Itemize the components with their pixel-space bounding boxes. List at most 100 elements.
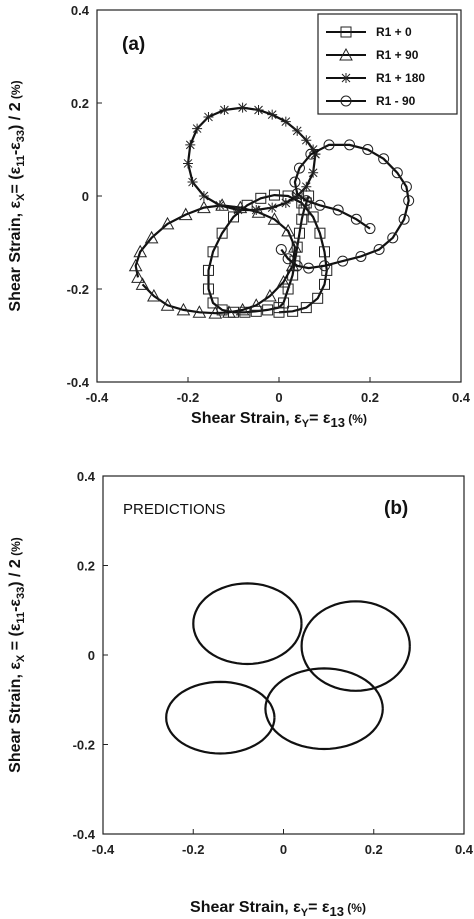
series-2-point <box>192 305 207 318</box>
series-line-2 <box>134 204 297 315</box>
series-2-point <box>197 200 211 214</box>
x-tick-label: 0.4 <box>452 390 471 405</box>
series-3-point <box>267 202 278 213</box>
series-3-point <box>251 204 262 215</box>
series-1-point <box>293 227 305 239</box>
series-line-4 <box>280 143 410 270</box>
series-2-point <box>160 298 175 311</box>
series-4-point <box>373 243 385 255</box>
prediction-loop-1 <box>192 582 303 666</box>
x-tick-label: 0.2 <box>361 390 379 405</box>
series-3-point <box>187 177 198 188</box>
series-3-point <box>203 111 214 122</box>
series-4-point <box>303 262 315 274</box>
series-1-point <box>296 213 308 225</box>
series-3-point <box>280 116 291 127</box>
series-1-point <box>278 297 290 309</box>
series-2-point <box>133 244 148 258</box>
series-2-point <box>222 305 236 318</box>
x-tick-label: -0.2 <box>177 390 199 405</box>
series-3-point <box>267 109 278 120</box>
series-3-point <box>198 191 209 201</box>
series-2-point <box>128 258 143 272</box>
legend-marker <box>340 26 352 38</box>
series-1-point <box>255 192 267 204</box>
series-3-point <box>183 158 193 169</box>
series-3-point <box>301 135 312 146</box>
series-3-point <box>301 181 312 192</box>
series-3-point <box>192 123 203 134</box>
series-4-point <box>275 243 287 255</box>
series-4-point <box>403 195 415 207</box>
legend-marker <box>339 47 353 61</box>
series-3-point <box>237 102 248 113</box>
y-tick-label: 0 <box>88 648 95 663</box>
series-2-point <box>251 205 266 218</box>
series-4-point <box>282 253 294 265</box>
x-tick-label: -0.2 <box>182 842 204 857</box>
y-tick-label: -0.2 <box>67 282 89 297</box>
series-4-point <box>332 204 344 216</box>
series-2-point <box>288 240 302 253</box>
legend-marker <box>340 95 352 107</box>
series-4-point <box>293 162 305 174</box>
y-axis-label-a: Shear Strain, εX= (ε11-ε33) / 2 (%) <box>7 80 27 311</box>
series-1-point <box>207 297 219 309</box>
series-1-point <box>319 278 330 290</box>
series-1-point <box>307 211 319 223</box>
series-2-point <box>281 223 295 237</box>
y-axis-label-b: Shear Strain, εX = (ε11-ε33) / 2 (%) <box>7 537 27 773</box>
series-1-point <box>268 189 280 201</box>
legend-entry: R1 + 180 <box>376 71 425 85</box>
series-3-point <box>292 191 303 201</box>
x-tick-label: 0 <box>275 390 282 405</box>
y-tick-label: 0 <box>82 189 89 204</box>
y-tick-label: 0.2 <box>77 559 95 574</box>
series-1-point <box>312 292 324 304</box>
series-2-point <box>208 306 223 319</box>
series-1-point <box>216 227 228 239</box>
series-1-point <box>314 227 326 239</box>
series-2-point <box>160 216 175 230</box>
series-3-point <box>185 139 196 150</box>
series-4-point <box>289 176 301 188</box>
x-axis-label-b: Shear Strain, εY= ε13 (%) <box>190 899 366 919</box>
series-1-point <box>202 264 214 276</box>
series-4-point <box>350 213 362 225</box>
x-axis-label-a: Shear Strain, εY= ε13 (%) <box>191 410 367 430</box>
series-4-point <box>378 153 390 165</box>
y-tick-label: 0.4 <box>71 3 90 18</box>
series-2-point <box>176 302 191 316</box>
series-2-point <box>235 302 250 316</box>
series-3-point <box>292 125 303 136</box>
series-2-point <box>144 230 159 244</box>
series-3-point <box>253 104 264 115</box>
series-1-point <box>300 302 312 314</box>
x-tick-label: -0.4 <box>92 842 115 857</box>
series-1-point <box>228 211 239 223</box>
series-4-point <box>355 250 367 262</box>
x-tick-label: 0.2 <box>365 842 383 857</box>
series-1-point <box>287 305 299 317</box>
legend-box <box>317 13 458 115</box>
series-2-point <box>276 274 291 288</box>
series-1-point <box>202 283 214 295</box>
series-4-point <box>391 167 403 179</box>
series-4-point <box>344 139 356 151</box>
y-tick-label: 0.4 <box>77 469 96 484</box>
series-2-point <box>249 298 264 311</box>
prediction-loop-3 <box>165 680 276 755</box>
series-4-point <box>400 181 412 193</box>
series-2-point <box>147 288 161 302</box>
series-4-point <box>387 232 399 244</box>
y-tick-label: 0.2 <box>71 96 89 111</box>
y-tick-label: -0.2 <box>73 738 95 753</box>
y-tick-label: -0.4 <box>73 827 96 842</box>
x-tick-label: 0.4 <box>455 842 474 857</box>
panel-b: -0.4 -0.2 0 0.2 0.4 0.4 0.2 0 -0.2 -0.4 PREDICTIO… <box>7 469 474 919</box>
series-4-point <box>319 260 330 272</box>
legend-entry: R1 + 0 <box>376 25 412 39</box>
series-2-point <box>178 207 193 221</box>
panel-label-b: (b) <box>384 498 408 519</box>
